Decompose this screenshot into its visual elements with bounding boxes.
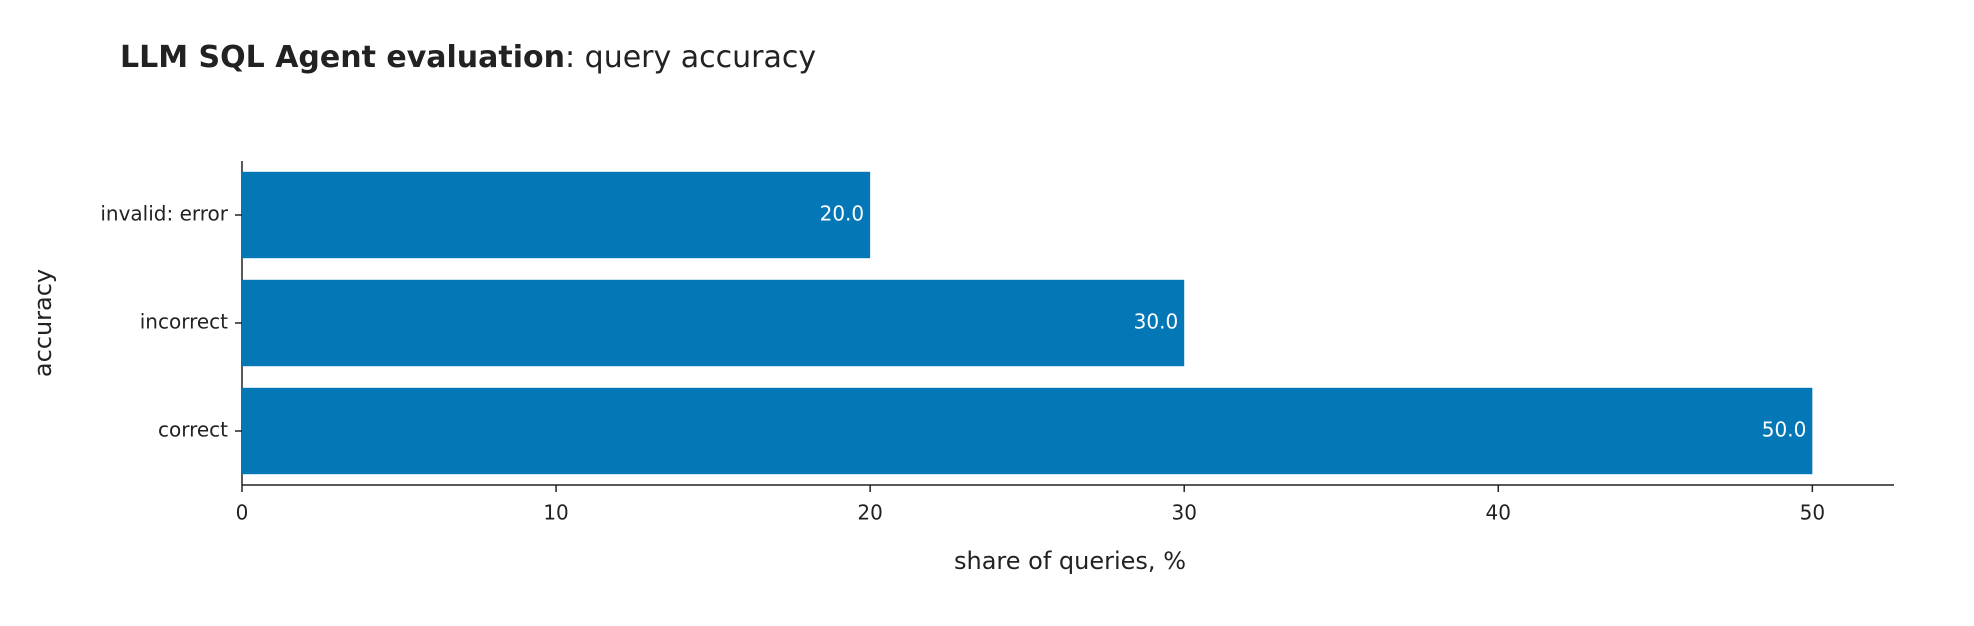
value-label: 50.0 <box>1762 418 1807 442</box>
bar <box>242 171 871 259</box>
y-tick-label: invalid: error <box>100 202 228 226</box>
y-axis-label: accuracy <box>29 269 57 377</box>
title-rest: : query accuracy <box>565 40 816 75</box>
y-tick-label: incorrect <box>140 310 228 334</box>
x-tick-label: 40 <box>1486 501 1511 525</box>
x-axis-label: share of queries, % <box>954 547 1186 575</box>
x-tick-label: 0 <box>236 501 249 525</box>
y-tick-label: correct <box>158 418 228 442</box>
x-tick-label: 20 <box>857 501 882 525</box>
chart-title: LLM SQL Agent evaluation: query accuracy <box>120 40 816 75</box>
value-label: 30.0 <box>1134 310 1179 334</box>
value-label: 20.0 <box>820 202 865 226</box>
bar <box>242 279 1185 367</box>
x-tick-label: 30 <box>1171 501 1196 525</box>
x-tick-label: 50 <box>1800 501 1825 525</box>
title-bold: LLM SQL Agent evaluation <box>120 40 565 75</box>
x-tick-label: 10 <box>543 501 568 525</box>
bar <box>242 387 1813 475</box>
